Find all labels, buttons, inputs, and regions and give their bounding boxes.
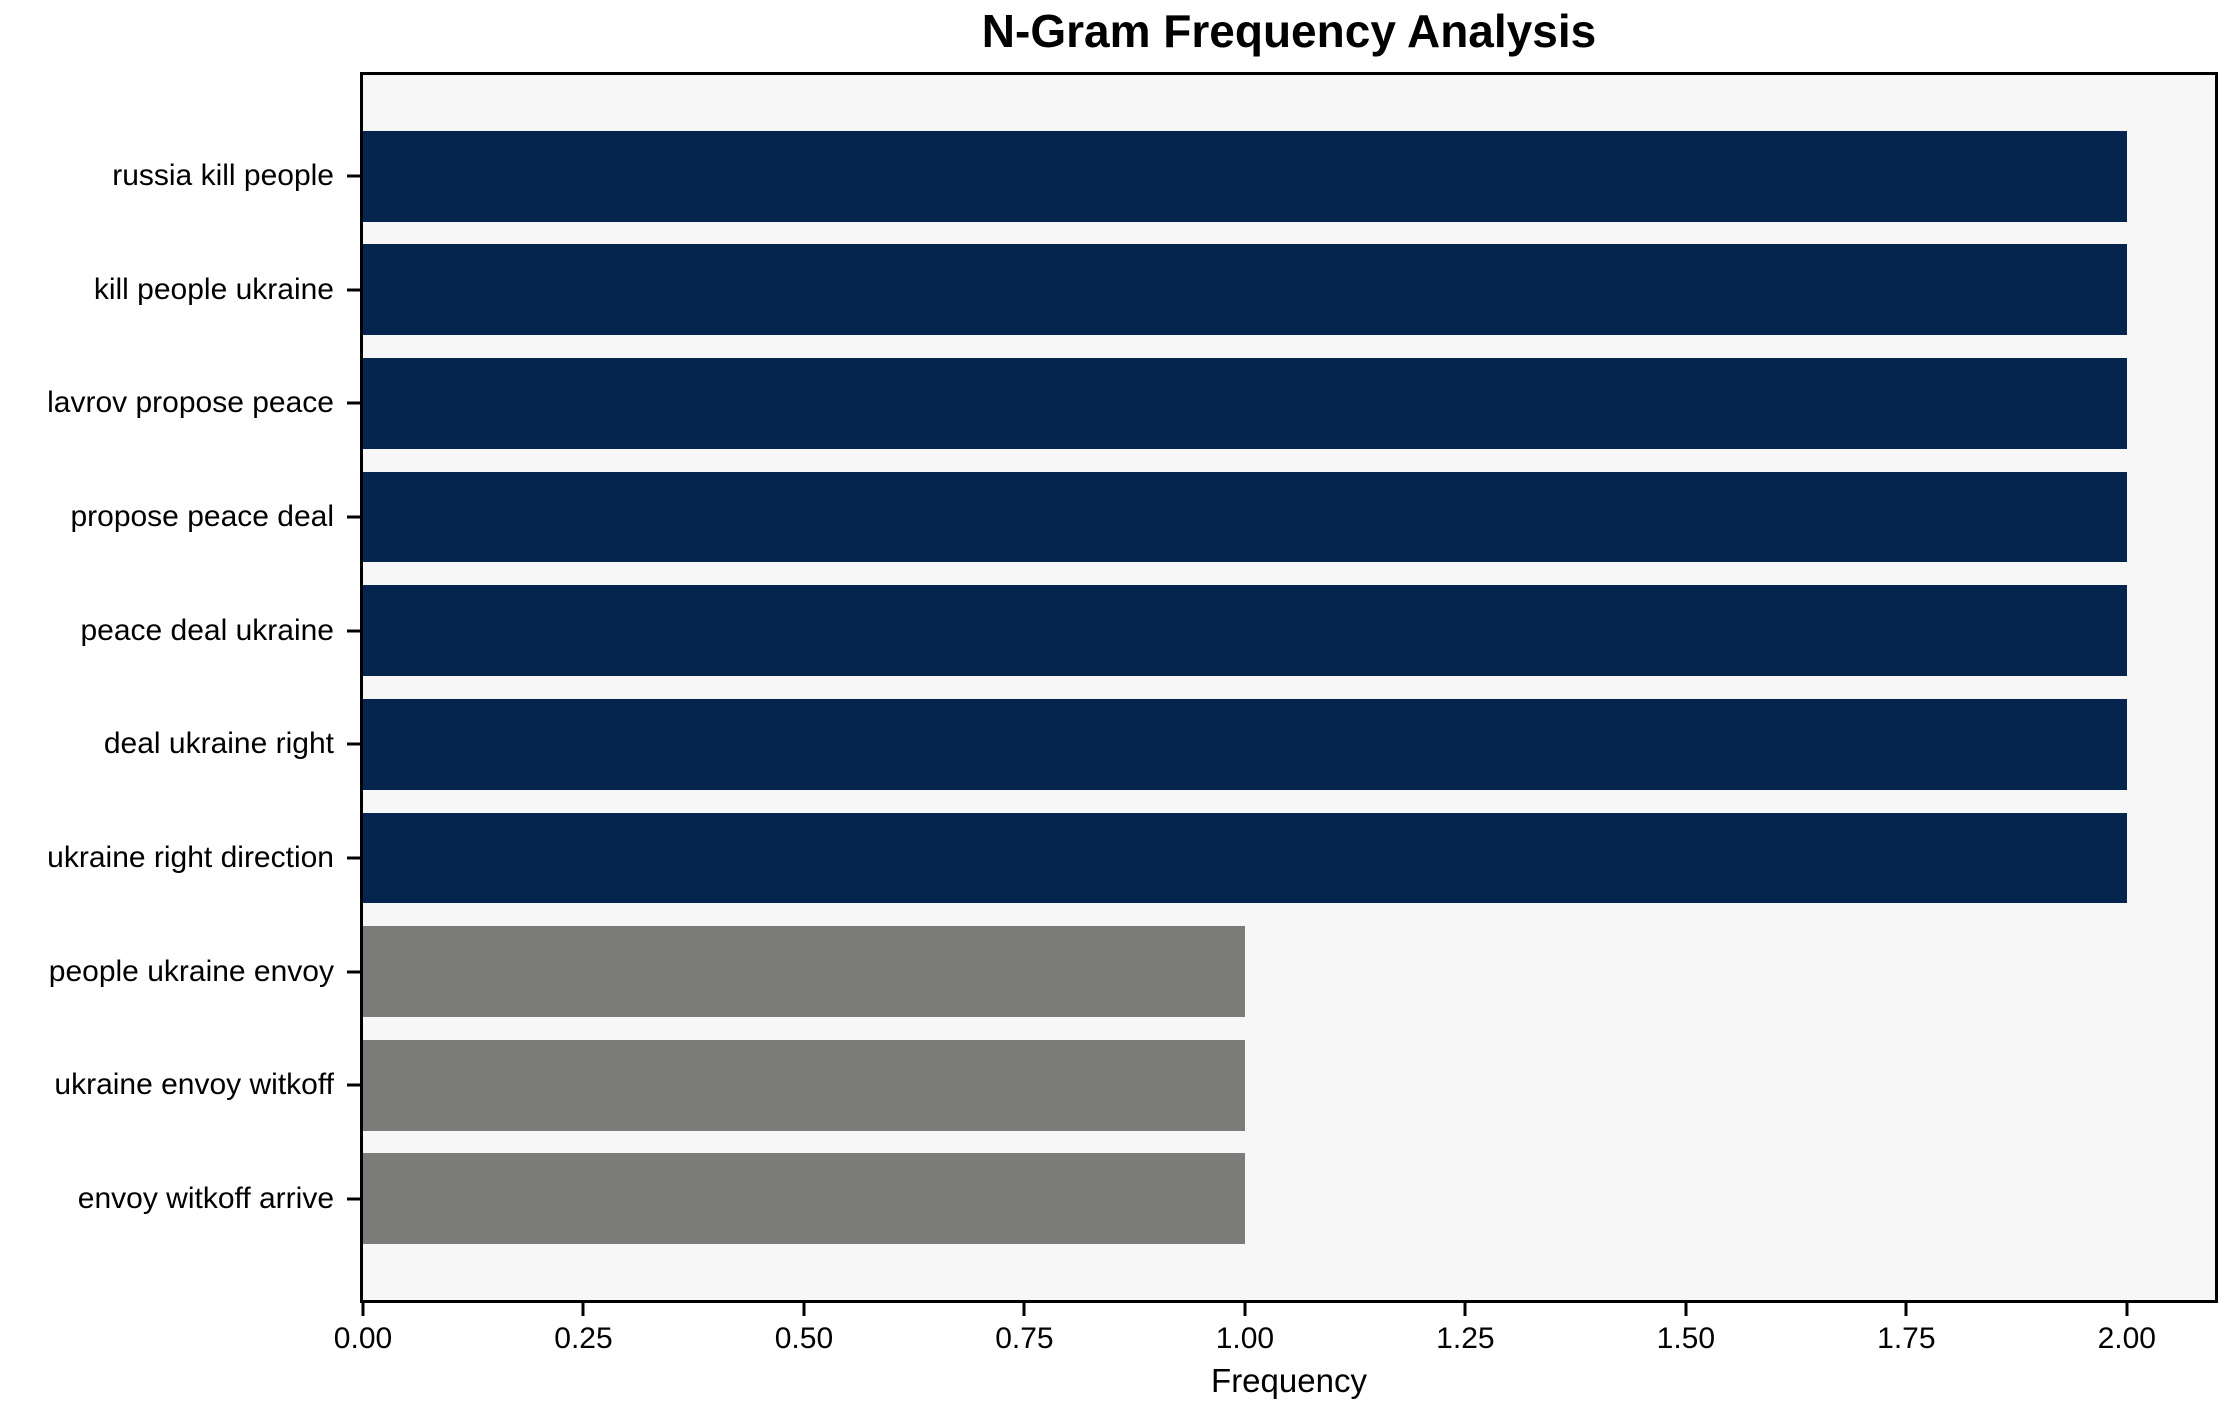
bar [363,698,2127,790]
y-tick-mark [347,856,360,860]
y-tick-label: deal ukraine right [103,727,334,761]
y-tick-label: kill people ukraine [93,272,334,306]
x-tick-mark [1684,1303,1688,1316]
bar [363,244,2127,336]
y-tick-label: envoy witkoff arrive [77,1181,334,1215]
x-tick-mark [581,1303,585,1316]
y-tick-label: ukraine right direction [47,840,334,874]
y-tick-label: peace deal ukraine [80,613,334,647]
bar [363,357,2127,449]
bar [363,1039,1245,1131]
y-tick-label: russia kill people [112,159,334,193]
bar [363,585,2127,677]
y-tick-label: people ukraine envoy [48,954,334,988]
plot-area [360,72,2218,1303]
x-tick-mark [2125,1303,2129,1316]
x-tick-mark [1463,1303,1467,1316]
bar [363,812,2127,904]
y-tick-label: propose peace deal [70,500,334,534]
x-tick-label: 1.75 [1877,1322,1936,1355]
bar [363,471,2127,563]
x-tick-label: 0.50 [774,1322,834,1355]
x-tick-mark [1243,1303,1247,1316]
y-tick-mark [347,401,360,405]
y-tick-label: ukraine envoy witkoff [54,1068,334,1102]
y-tick-mark [347,970,360,974]
y-tick-mark [347,742,360,746]
x-tick-mark [802,1303,806,1316]
x-tick-label: 0.25 [554,1322,613,1355]
x-tick-label: 1.50 [1656,1322,1716,1355]
y-tick-mark [347,1083,360,1087]
bar [363,130,2127,222]
y-tick-mark [347,1197,360,1201]
y-tick-mark [347,515,360,519]
y-tick-mark [347,288,360,292]
bar [363,1153,1245,1245]
x-tick-mark [1022,1303,1026,1316]
x-axis-title: Frequency [1211,1362,1367,1399]
x-tick-mark [361,1303,365,1316]
y-tick-mark [347,629,360,633]
y-tick-label: lavrov propose peace [47,386,334,420]
x-tick-label: 1.00 [1215,1322,1275,1355]
bar [363,926,1245,1018]
y-axis-labels: russia kill people kill people ukraine lav… [0,75,340,1300]
chart-title: N-Gram Frequency Analysis [981,5,1597,57]
x-tick-label: 0.00 [333,1322,393,1355]
x-tick-mark [1904,1303,1908,1316]
y-tick-mark [347,174,360,178]
x-tick-label: 1.25 [1436,1322,1495,1355]
x-tick-label: 2.00 [2097,1322,2156,1355]
x-tick-label: 0.75 [995,1322,1054,1355]
